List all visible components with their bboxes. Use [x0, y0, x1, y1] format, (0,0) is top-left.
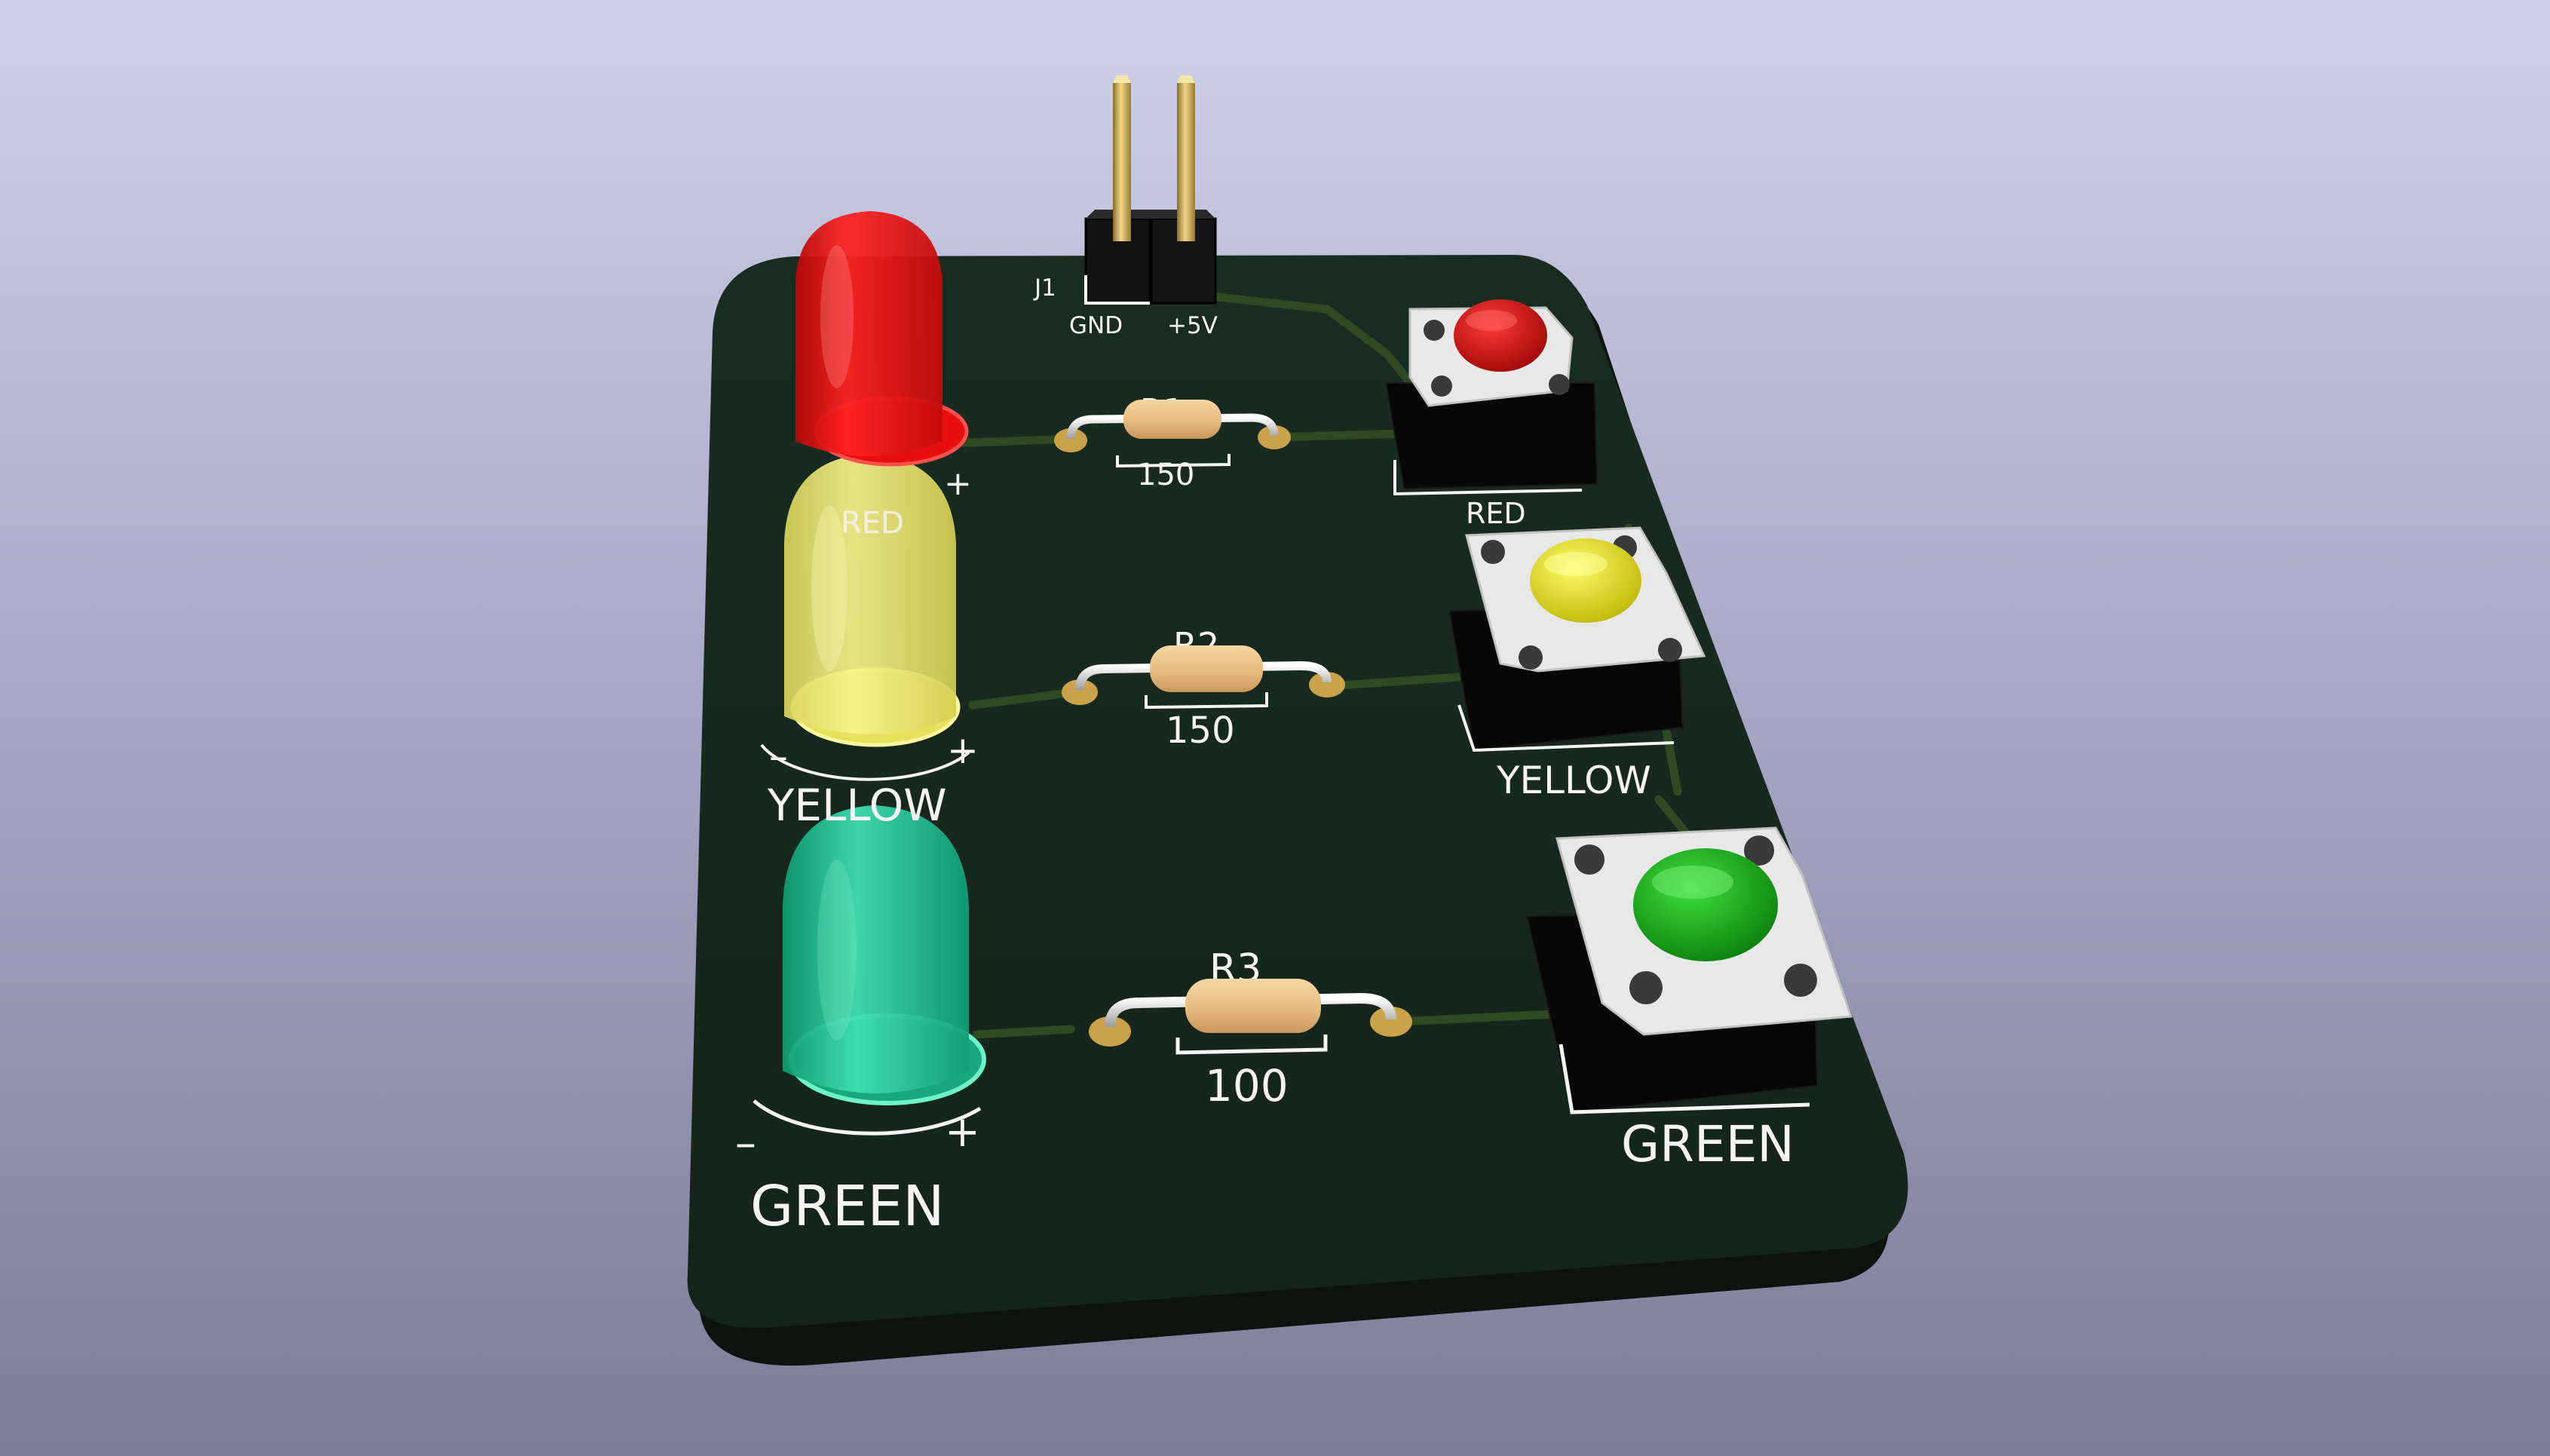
led-body — [784, 454, 956, 734]
led-yellow-label: YELLOW — [767, 780, 947, 831]
button-cap-yellow[interactable] — [1530, 538, 1641, 623]
led-body — [783, 805, 969, 1093]
j1-gnd-label: GND — [1069, 312, 1123, 339]
resistor-r3[interactable]: R3 100 — [1089, 946, 1412, 1111]
pad — [1089, 1016, 1131, 1047]
pad — [1258, 425, 1291, 449]
r2-value-label: 150 — [1166, 710, 1235, 752]
led-red-label: RED — [841, 506, 904, 541]
led-yellow-plus: + — [947, 728, 979, 772]
button-cap-green[interactable] — [1633, 848, 1778, 961]
pad — [1309, 672, 1345, 697]
button-red-label: RED — [1466, 497, 1526, 530]
copper-traces — [946, 290, 1693, 1039]
resistor-body — [1150, 645, 1263, 692]
resistor-body — [1185, 979, 1321, 1033]
pad — [1062, 679, 1098, 705]
button-red[interactable]: RED — [1384, 299, 1598, 530]
r1-value-label: 150 — [1137, 458, 1194, 492]
pin-1 — [1113, 83, 1131, 241]
led-green-minus: – — [735, 1119, 756, 1168]
led-red[interactable]: + RED — [795, 211, 972, 541]
led-green-plus: + — [945, 1108, 980, 1157]
led-yellow[interactable]: – + YELLOW — [760, 454, 979, 831]
button-yellow[interactable]: YELLOW — [1448, 526, 1706, 802]
pad — [1370, 1007, 1412, 1037]
pin-2 — [1177, 83, 1195, 241]
led-body — [795, 211, 942, 456]
connector-j1[interactable]: J1 GND +5V — [1033, 75, 1218, 339]
pad — [1054, 428, 1087, 452]
led-green[interactable]: – + GREEN — [735, 805, 986, 1239]
button-green-label: GREEN — [1621, 1115, 1795, 1173]
resistor-r2[interactable]: R2 150 — [1062, 625, 1345, 752]
button-yellow-label: YELLOW — [1496, 759, 1651, 802]
resistor-body — [1123, 400, 1221, 439]
button-green[interactable]: GREEN — [1525, 826, 1853, 1173]
led-yellow-minus: – — [769, 734, 788, 778]
j1-5v-label: +5V — [1167, 312, 1218, 339]
r3-value-label: 100 — [1205, 1060, 1289, 1111]
j1-ref-label: J1 — [1033, 274, 1056, 302]
led-red-plus: + — [944, 464, 972, 503]
led-green-label: GREEN — [750, 1174, 945, 1239]
button-cap-red[interactable] — [1454, 299, 1547, 372]
resistor-r1[interactable]: R1 150 — [1054, 392, 1291, 492]
